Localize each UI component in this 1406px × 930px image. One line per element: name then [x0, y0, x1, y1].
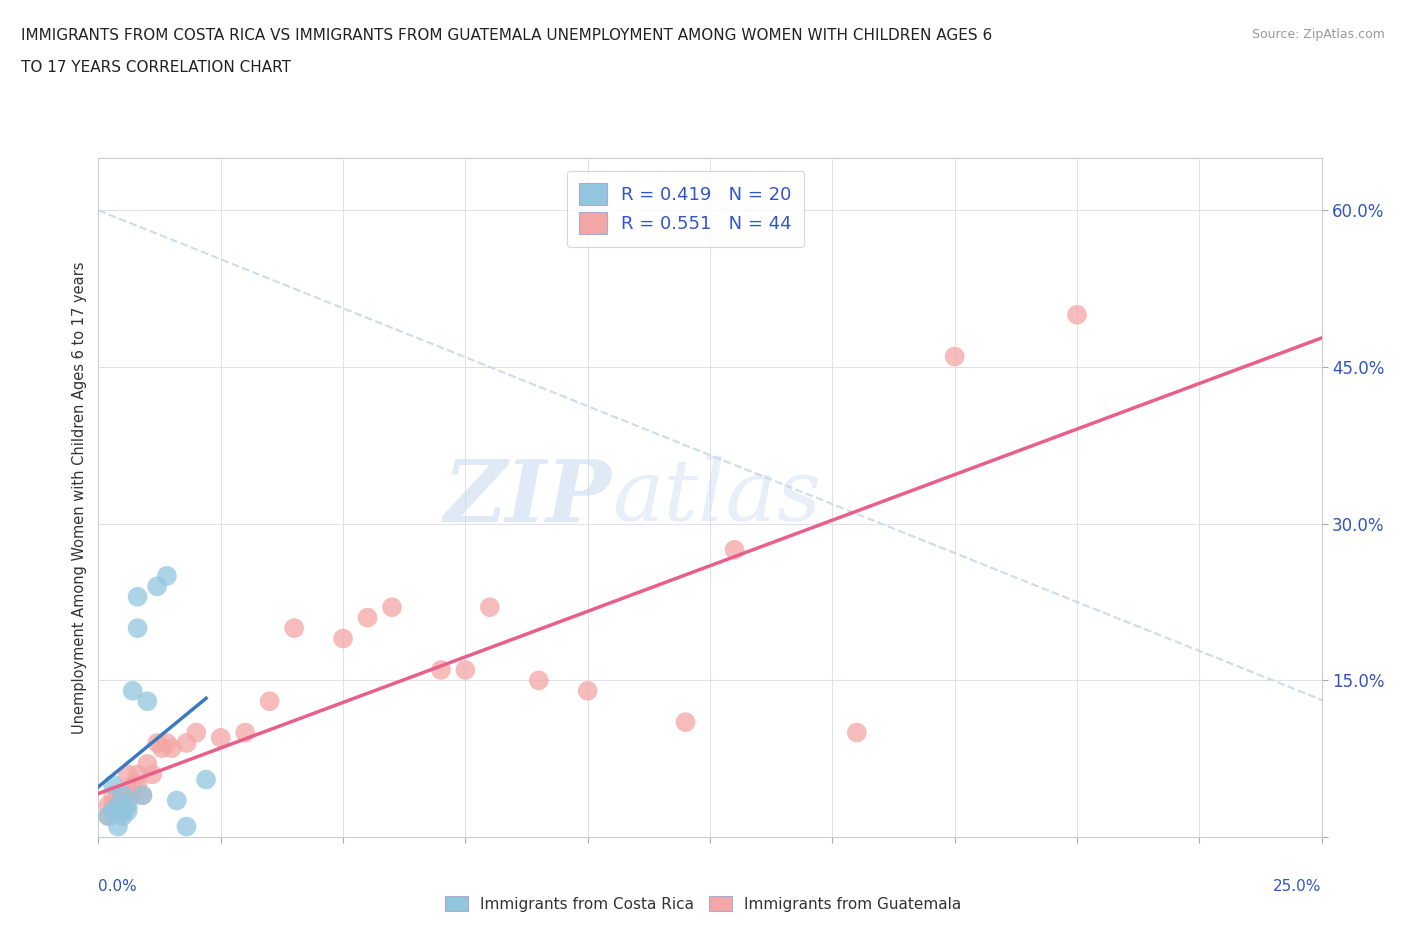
Point	[136, 694, 159, 709]
Point	[156, 568, 179, 583]
Y-axis label: Unemployment Among Women with Children Ages 6 to 17 years: Unemployment Among Women with Children A…	[72, 261, 87, 734]
Point	[146, 736, 169, 751]
Point	[1066, 307, 1088, 322]
Text: ZIP: ZIP	[444, 456, 612, 539]
Point	[723, 542, 745, 557]
Point	[111, 788, 134, 803]
Point	[111, 793, 134, 808]
Point	[454, 662, 477, 677]
Point	[127, 767, 149, 782]
Point	[101, 804, 124, 818]
Point	[107, 819, 129, 834]
Point	[127, 590, 149, 604]
Point	[430, 662, 453, 677]
Point	[356, 610, 378, 625]
Point	[478, 600, 501, 615]
Point	[186, 725, 208, 740]
Text: IMMIGRANTS FROM COSTA RICA VS IMMIGRANTS FROM GUATEMALA UNEMPLOYMENT AMONG WOMEN: IMMIGRANTS FROM COSTA RICA VS IMMIGRANTS…	[21, 28, 993, 43]
Point	[675, 714, 697, 729]
Point	[131, 788, 153, 803]
Text: 0.0%: 0.0%	[98, 879, 138, 894]
Point	[117, 798, 139, 813]
Point	[111, 804, 134, 818]
Point	[136, 756, 159, 771]
Point	[160, 741, 183, 756]
Point	[943, 349, 966, 364]
Point	[195, 772, 218, 787]
Point	[381, 600, 404, 615]
Point	[111, 809, 134, 824]
Text: 25.0%: 25.0%	[1274, 879, 1322, 894]
Point	[101, 788, 124, 803]
Point	[107, 798, 129, 813]
Point	[117, 804, 139, 818]
Point	[176, 736, 198, 751]
Legend: Immigrants from Costa Rica, Immigrants from Guatemala: Immigrants from Costa Rica, Immigrants f…	[439, 889, 967, 918]
Point	[97, 809, 120, 824]
Point	[121, 777, 143, 792]
Text: TO 17 YEARS CORRELATION CHART: TO 17 YEARS CORRELATION CHART	[21, 60, 291, 75]
Point	[150, 741, 173, 756]
Point	[259, 694, 281, 709]
Point	[121, 788, 143, 803]
Point	[576, 684, 599, 698]
Point	[117, 767, 139, 782]
Text: Source: ZipAtlas.com: Source: ZipAtlas.com	[1251, 28, 1385, 41]
Point	[117, 788, 139, 803]
Point	[111, 804, 134, 818]
Point	[141, 767, 163, 782]
Point	[111, 804, 134, 818]
Point	[107, 804, 129, 818]
Point	[107, 798, 129, 813]
Point	[845, 725, 868, 740]
Point	[156, 736, 179, 751]
Text: atlas: atlas	[612, 457, 821, 538]
Point	[101, 804, 124, 818]
Legend: R = 0.419   N = 20, R = 0.551   N = 44: R = 0.419 N = 20, R = 0.551 N = 44	[567, 170, 804, 247]
Point	[107, 788, 129, 803]
Point	[97, 809, 120, 824]
Point	[166, 793, 188, 808]
Point	[111, 788, 134, 803]
Point	[209, 730, 232, 745]
Point	[176, 819, 198, 834]
Point	[332, 631, 354, 646]
Point	[146, 578, 169, 593]
Point	[121, 684, 143, 698]
Point	[97, 798, 120, 813]
Point	[101, 777, 124, 792]
Point	[233, 725, 256, 740]
Point	[101, 798, 124, 813]
Point	[127, 620, 149, 635]
Point	[131, 788, 153, 803]
Point	[283, 620, 305, 635]
Point	[527, 673, 550, 688]
Point	[127, 777, 149, 792]
